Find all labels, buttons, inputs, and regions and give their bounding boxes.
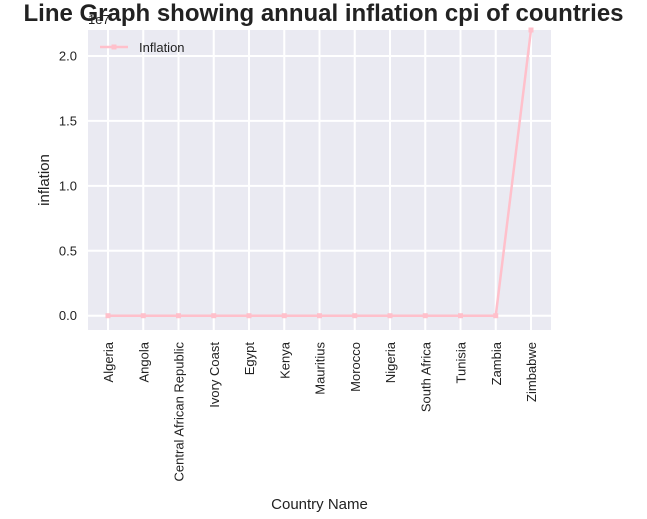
data-point [528, 27, 534, 33]
x-tick-label: Nigeria [383, 341, 398, 383]
data-point [211, 313, 217, 319]
data-point [140, 313, 146, 319]
data-point [422, 313, 428, 319]
x-tick-label: Central African Republic [172, 342, 187, 482]
x-axis-label: Country Name [271, 496, 368, 513]
x-tick-label: Tunisia [454, 341, 469, 383]
data-point [246, 313, 252, 319]
data-point [105, 313, 111, 319]
x-tick-label: Algeria [101, 341, 116, 382]
x-tick-label: Morocco [348, 342, 363, 392]
x-tick-label: Mauritius [313, 342, 328, 395]
y-tick-label: 2.0 [59, 48, 77, 63]
data-point [176, 313, 181, 319]
data-point [317, 313, 322, 319]
chart-title: Line Graph showing annual inflation cpi … [23, 0, 624, 27]
series-layer [105, 27, 534, 319]
y-tick-label: 0.0 [59, 308, 77, 323]
x-tick-label: Kenya [277, 341, 292, 379]
x-tick-label: Angola [136, 341, 151, 382]
data-point [387, 313, 393, 319]
x-tick-label: Ivory Coast [207, 342, 222, 408]
legend-marker [111, 44, 117, 50]
x-tick-label: Zambia [489, 341, 504, 385]
y-tick-label: 1.5 [59, 113, 77, 128]
x-tick-label: Egypt [242, 342, 257, 376]
data-point [281, 313, 287, 319]
y-tick-label: 1.0 [59, 178, 77, 193]
y-axis-label: inflation [36, 154, 53, 206]
grid-lines [88, 30, 551, 330]
y-tick-label: 0.5 [59, 243, 77, 258]
y-offset-text: 1e7 [88, 12, 110, 27]
y-tick-labels: 0.0 0.5 1.0 1.5 2.0 [59, 48, 77, 323]
data-point [458, 313, 463, 319]
x-tick-label: Zimbabwe [524, 342, 539, 402]
x-tick-label: South Africa [418, 341, 433, 412]
legend: Inflation [100, 40, 185, 55]
data-point [352, 313, 358, 319]
x-tick-labels: Algeria Angola Central African Republic Ivo… [101, 341, 539, 481]
data-point [493, 313, 499, 319]
legend-label: Inflation [139, 40, 185, 55]
